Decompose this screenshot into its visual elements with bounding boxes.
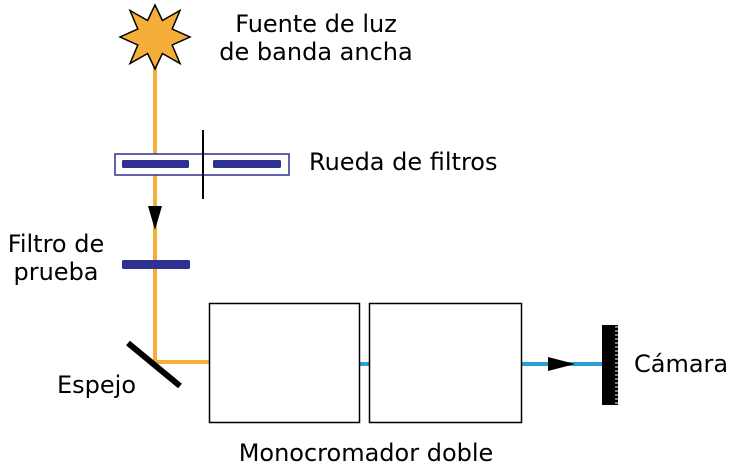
test-filter-label: Filtro de prueba [0, 230, 112, 286]
source-label-line2: de banda ancha [219, 38, 413, 66]
camera-label: Cámara [634, 350, 729, 378]
source-label-line1: Fuente de luz [235, 10, 397, 38]
test-filter-label-line1: Filtro de [7, 230, 105, 258]
filter-wheel-label: Rueda de filtros [309, 148, 498, 176]
light-source-icon [118, 3, 192, 71]
orange-beam-path [153, 40, 210, 364]
camera-sensor-icon [602, 325, 618, 405]
monochromator-label: Monocromador doble [238, 439, 494, 467]
test-filter-label-line2: prueba [13, 258, 99, 286]
mirror-label: Espejo [57, 371, 137, 399]
test-filter-bar [122, 260, 190, 269]
monochromator-box-1 [208, 302, 361, 424]
monochromator-box-2 [368, 302, 523, 424]
filter-wheel-filter-right [213, 160, 281, 168]
mirror-icon [126, 340, 182, 389]
arrowhead-icon [148, 206, 162, 230]
source-label: Fuente de luz de banda ancha [206, 10, 426, 66]
filter-wheel-filter-left [122, 160, 189, 168]
arrowhead-icon [548, 357, 575, 371]
